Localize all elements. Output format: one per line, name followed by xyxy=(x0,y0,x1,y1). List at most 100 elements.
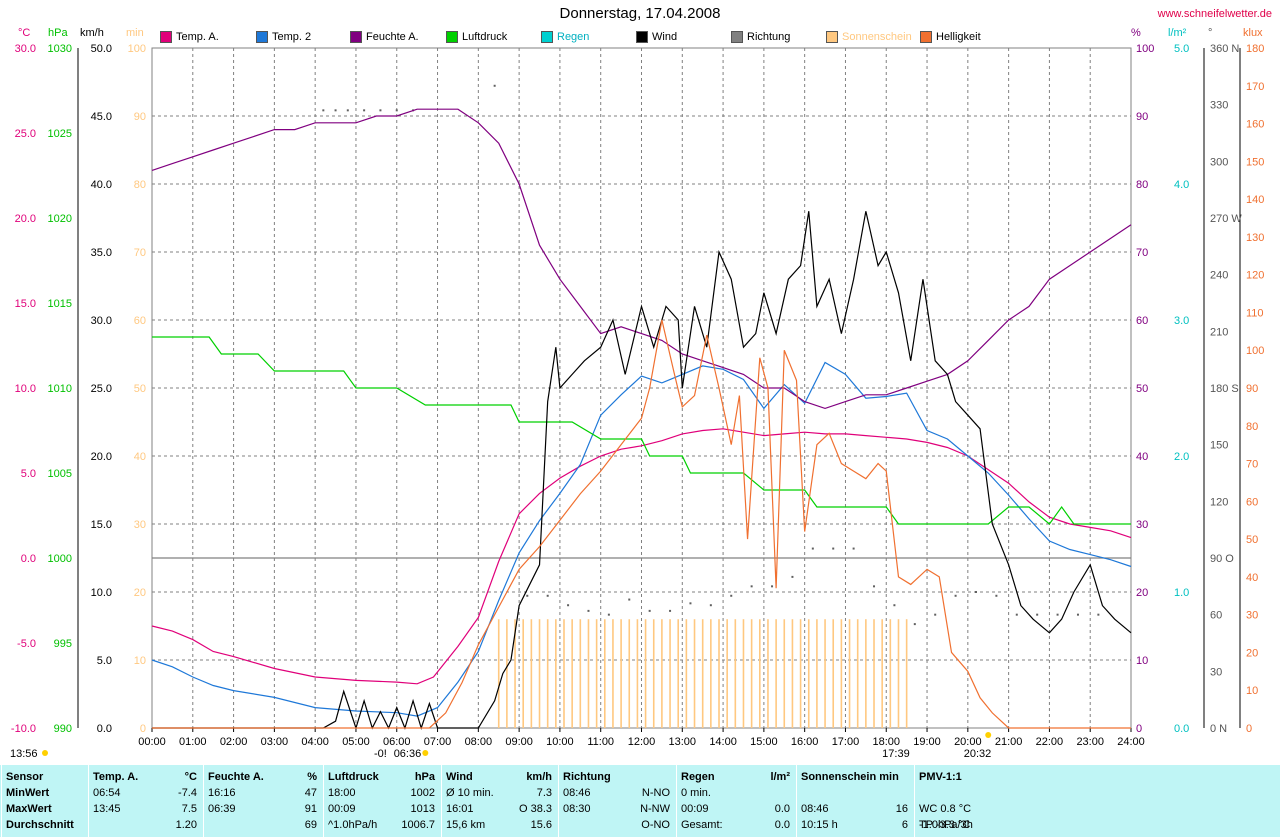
humidity-tick-label: 90 xyxy=(1136,111,1148,123)
wind-tick-label: 10.0 xyxy=(91,587,112,599)
temp-tick-label: -10.0 xyxy=(11,723,36,735)
table-column: PMV-1:1 WC 0.8 °C TP -3.3 °C -1.0hPa/3h xyxy=(914,765,1034,837)
humidity-tick-label: 20 xyxy=(1136,587,1148,599)
legend-swatch xyxy=(541,31,553,43)
direction-tick-label: 180 S xyxy=(1210,383,1239,395)
pressure-tick-label: 1025 xyxy=(48,128,72,140)
lux-tick-label: 130 xyxy=(1246,232,1264,244)
legend-label: Richtung xyxy=(747,31,791,43)
table-cell: 10:15 h xyxy=(801,819,838,831)
humidity-tick-label: 30 xyxy=(1136,519,1148,531)
temp-tick-label: 20.0 xyxy=(15,213,36,225)
table-cell: ^1.0hPa/h xyxy=(328,819,378,831)
x-tick-label: 03:00 xyxy=(261,736,289,748)
table-cell: 7.3 xyxy=(536,787,552,799)
lux-tick-label: 0 xyxy=(1246,723,1252,735)
x-tick-label: 10:00 xyxy=(546,736,574,748)
lux-tick-label: 80 xyxy=(1246,421,1258,433)
direction-point xyxy=(669,609,672,612)
unit-temp: °C xyxy=(18,27,31,39)
direction-point xyxy=(974,591,977,593)
pressure-tick-label: 1000 xyxy=(48,553,72,565)
table-column: Sonnenschein min 08:46 10:15 h 16 6 xyxy=(796,765,914,837)
sun-tick-label: 80 xyxy=(134,179,146,191)
sunrise-dash-label: -0! xyxy=(374,748,387,760)
chart-title: Donnerstag, 17.04.2008 xyxy=(559,5,721,22)
wind-tick-label: 15.0 xyxy=(91,519,112,531)
table-cell: TP -3.3 °C xyxy=(919,819,971,831)
table-cell: PMV-1:1 xyxy=(919,771,962,783)
sun-tick-label: 90 xyxy=(134,111,146,123)
direction-point xyxy=(546,594,549,597)
unit-hum: % xyxy=(1131,27,1141,39)
table-cell: MinWert xyxy=(6,787,50,799)
lux-tick-label: 50 xyxy=(1246,534,1258,546)
legend-swatch xyxy=(920,31,932,43)
humidity-tick-label: 0 xyxy=(1136,723,1142,735)
pressure-tick-label: 1020 xyxy=(48,213,72,225)
lux-tick-label: 120 xyxy=(1246,270,1264,282)
lux-tick-label: 100 xyxy=(1246,345,1264,357)
direction-point xyxy=(811,547,814,550)
x-tick-label: 08:00 xyxy=(465,736,493,748)
temp-tick-label: 25.0 xyxy=(15,128,36,140)
humidity-tick-label: 70 xyxy=(1136,247,1148,259)
rain-tick-label: 4.0 xyxy=(1174,179,1189,191)
sunset-label: 20:32 xyxy=(964,748,992,760)
series-line-luftdruck xyxy=(152,336,1131,525)
series-line-temp-a- xyxy=(151,428,1132,685)
table-cell: Regen xyxy=(681,771,715,783)
direction-tick-label: 240 xyxy=(1210,270,1228,282)
direction-tick-label: 60 xyxy=(1210,610,1222,622)
wind-tick-label: 5.0 xyxy=(97,655,112,667)
table-cell: 15.6 xyxy=(530,819,552,831)
x-tick-label: 09:00 xyxy=(505,736,533,748)
rain-tick-label: 3.0 xyxy=(1174,315,1189,327)
wind-tick-label: 25.0 xyxy=(91,383,112,395)
x-tick-label: 05:00 xyxy=(342,736,370,748)
direction-tick-label: 150 xyxy=(1210,440,1228,452)
legend-swatch xyxy=(160,31,172,43)
table-cell: Wind xyxy=(446,771,473,783)
table-column: Richtung 08:46 08:30 N-NO N-NW O-NO xyxy=(558,765,676,837)
unit-press: hPa xyxy=(48,27,68,39)
x-tick-label: 06:00 xyxy=(383,736,411,748)
sun-marker-icon xyxy=(42,750,48,756)
table-cell: l/m² xyxy=(770,771,790,783)
table-column: Feuchte A.% 16:16 06:39 47 91 69 xyxy=(203,765,323,837)
legend-label: Sonnenschein xyxy=(842,31,912,43)
direction-point xyxy=(791,575,794,578)
x-tick-label: 16:00 xyxy=(791,736,819,748)
legend-item-luftdruck: Luftdruck xyxy=(446,31,507,43)
series-line-helligkeit xyxy=(152,319,1131,729)
legend-swatch xyxy=(826,31,838,43)
sunrise-label: 06:36 xyxy=(394,748,422,760)
table-cell: Durchschnitt xyxy=(6,819,74,831)
direction-point xyxy=(893,604,896,607)
direction-point xyxy=(648,609,651,612)
humidity-tick-label: 60 xyxy=(1136,315,1148,327)
table-cell: 16:16 xyxy=(208,787,236,799)
direction-point xyxy=(628,598,631,601)
unit-rain: l/m² xyxy=(1168,27,1187,39)
table-cell: 00:09 xyxy=(681,803,709,815)
website-link[interactable]: www.schneifelwetter.de xyxy=(1157,8,1272,20)
table-cell: 1006.7 xyxy=(401,819,435,831)
direction-tick-label: 330 xyxy=(1210,100,1228,112)
table-cell: Gesamt: xyxy=(681,819,723,831)
direction-point xyxy=(395,109,398,112)
x-tick-label: 12:00 xyxy=(628,736,656,748)
table-column: Luftdruck hPa 18:00 00:09 ^1.0hPa/h 1002 1013 1… xyxy=(323,765,441,837)
table-cell: hPa xyxy=(414,771,435,783)
table-cell: 0.0 xyxy=(774,803,790,815)
table-cell: 16 xyxy=(895,803,908,815)
x-tick-label: 15:00 xyxy=(750,736,778,748)
legend-swatch xyxy=(446,31,458,43)
direction-point xyxy=(852,547,855,550)
x-tick-label: 07:00 xyxy=(424,736,452,748)
table-cell: 18:00 xyxy=(328,787,356,799)
wind-tick-label: 50.0 xyxy=(91,43,112,55)
lux-tick-label: 30 xyxy=(1246,610,1258,622)
sun-tick-label: 70 xyxy=(134,247,146,259)
table-cell: 69 xyxy=(304,819,317,831)
